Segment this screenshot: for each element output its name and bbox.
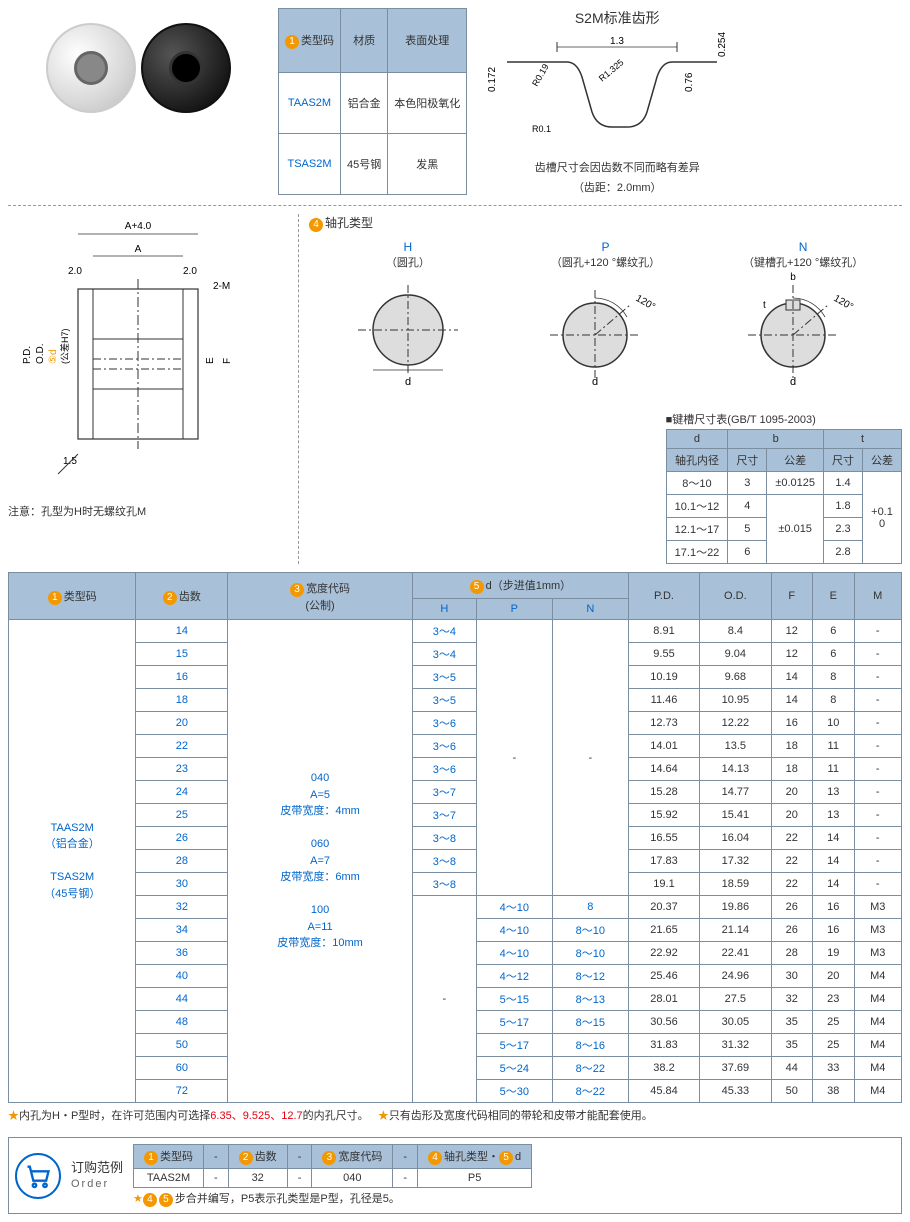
svg-text:F: F	[222, 358, 233, 364]
dim-0.172: 0.172	[487, 67, 498, 92]
svg-text:A: A	[135, 244, 142, 255]
table-row: 303～819.118.592214-	[9, 873, 902, 896]
pulley-aluminum-img	[46, 23, 136, 113]
svg-text:(公差H7): (公差H7)	[59, 328, 70, 364]
svg-text:d: d	[790, 376, 796, 388]
svg-text:A+4.0: A+4.0	[125, 221, 152, 232]
table-row: 163～510.199.68148-	[9, 666, 902, 689]
svg-text:⑤d: ⑤d	[48, 349, 59, 364]
order-example-box: 订购范例 Order 1类型码 - 2齿数 - 3宽度代码 - 4轴孔类型・5d…	[8, 1137, 902, 1214]
tooth-note-1: 齿槽尺寸会因齿数不同而略有差异	[477, 159, 757, 175]
pulley-steel-img	[141, 23, 231, 113]
table-row: 153～49.559.04126-	[9, 643, 902, 666]
svg-text:t: t	[763, 300, 766, 311]
table-row: TAAS2M （铝合金） TSAS2M （45号钢）14040 A=5 皮带宽度…	[9, 620, 902, 643]
technical-drawing: A+4.0 A 2.0 2.0 2-M P.D. O.D. ⑤d (公差H7) E…	[8, 214, 288, 564]
tooth-profile-diagram: S2M标准齿形 1.3 0.254 0.172 R0.19 R1.325 0.7…	[477, 8, 757, 195]
dim-r1325: R1.325	[597, 57, 626, 83]
dim-076: 0.76	[684, 72, 695, 92]
dim-r019: R0.19	[530, 62, 551, 88]
keyway-title: ■键槽尺寸表(GB/T 1095-2003)	[666, 411, 902, 427]
svg-text:P.D.: P.D.	[22, 346, 33, 364]
table-row: 32-4～10820.3719.862616M3	[9, 896, 902, 919]
badge-1: 1	[285, 35, 299, 49]
svg-text:2-M: 2-M	[213, 281, 230, 292]
svg-text:d: d	[592, 376, 598, 388]
product-image	[8, 8, 268, 128]
table-row: 233～614.6414.131811-	[9, 758, 902, 781]
table-row: 253～715.9215.412013-	[9, 804, 902, 827]
svg-text:E: E	[205, 357, 216, 364]
order-table: 1类型码 - 2齿数 - 3宽度代码 - 4轴孔类型・5d TAAS2M - 3…	[133, 1144, 532, 1188]
tooth-note-2: （齿距：2.0mm）	[477, 179, 757, 195]
svg-text:120°: 120°	[832, 293, 855, 313]
order-note: ★45步合并编写，P5表示孔类型是P型，孔径是5。	[133, 1190, 532, 1207]
table-row: 203～612.7312.221610-	[9, 712, 902, 735]
hole-type-header: 4轴孔类型	[309, 214, 902, 232]
svg-text:120°: 120°	[634, 293, 657, 313]
table-row: 283～817.8317.322214-	[9, 850, 902, 873]
dim-1.3: 1.3	[610, 36, 624, 47]
dim-r01: R0.1	[532, 124, 551, 134]
hole-type-n: N （键槽孔+120 °螺纹孔） 120° b t d	[713, 240, 893, 393]
main-spec-table: 1类型码 2齿数 3宽度代码(公制) 5d（步进值1mm） P.D. O.D. …	[8, 572, 902, 1103]
svg-text:2.0: 2.0	[68, 266, 82, 277]
material-table: 1类型码 材质 表面处理 TAAS2M铝合金本色阳极氧化 TSAS2M45号钢发…	[278, 8, 467, 195]
svg-text:2.0: 2.0	[183, 266, 197, 277]
keyway-table: d b t 轴孔内径 尺寸公差 尺寸公差 8～103±0.01251.4+0.1…	[666, 429, 902, 564]
table-row: 263～816.5516.042214-	[9, 827, 902, 850]
svg-text:d: d	[405, 376, 411, 388]
table-row: 183～511.4610.95148-	[9, 689, 902, 712]
svg-text:O.D.: O.D.	[35, 343, 46, 364]
dim-0.254: 0.254	[717, 32, 728, 57]
hole-type-p: P （圆孔+120 °螺纹孔） 120° d	[515, 240, 695, 393]
svg-text:b: b	[790, 272, 796, 283]
hole-type-h: H （圆孔） d	[318, 240, 498, 393]
table-row: 243～715.2814.772013-	[9, 781, 902, 804]
cart-icon	[15, 1153, 61, 1199]
footnote-1: ★内孔为H・P型时，在许可范围内可选择6.35、9.525、12.7的内孔尺寸。…	[8, 1107, 902, 1123]
table-row: 223～614.0113.51811-	[9, 735, 902, 758]
draw-note: 注意：孔型为H时无螺纹孔M	[8, 503, 288, 519]
